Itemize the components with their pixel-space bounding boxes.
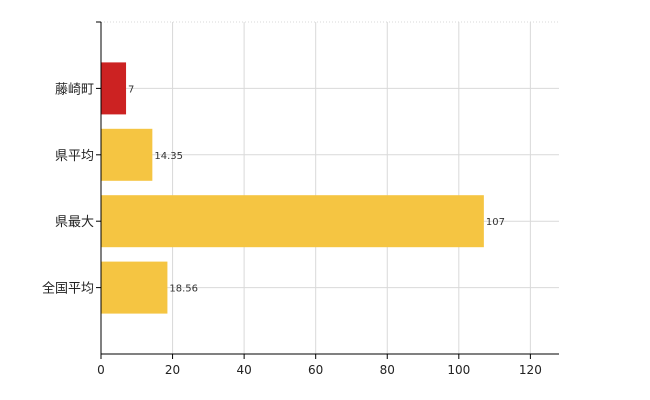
x-tick-label-120: 120 <box>519 363 542 377</box>
category-label-1: 藤崎町 <box>55 82 94 97</box>
bar-1 <box>101 62 127 115</box>
x-tick-label-0: 0 <box>97 363 105 377</box>
data-label-1: 7 <box>128 84 134 95</box>
x-tick-label-80: 80 <box>380 363 395 377</box>
bar-4 <box>101 261 168 314</box>
axes <box>96 21 559 359</box>
data-label-4: 18.56 <box>169 284 198 295</box>
category-label-4: 全国平均 <box>42 281 94 297</box>
bar-3 <box>101 195 484 248</box>
data-label-3: 107 <box>486 217 505 228</box>
data-label-2: 14.35 <box>154 151 183 162</box>
bars <box>101 62 484 314</box>
category-label-2: 県平均 <box>55 149 94 164</box>
bar-2 <box>101 128 153 181</box>
x-tick-label-100: 100 <box>447 363 470 377</box>
grid-lines <box>101 21 559 354</box>
category-label-3: 県最大 <box>55 215 94 230</box>
x-tick-label-40: 40 <box>236 363 251 377</box>
x-tick-label-20: 20 <box>165 363 180 377</box>
x-tick-label-60: 60 <box>308 363 323 377</box>
